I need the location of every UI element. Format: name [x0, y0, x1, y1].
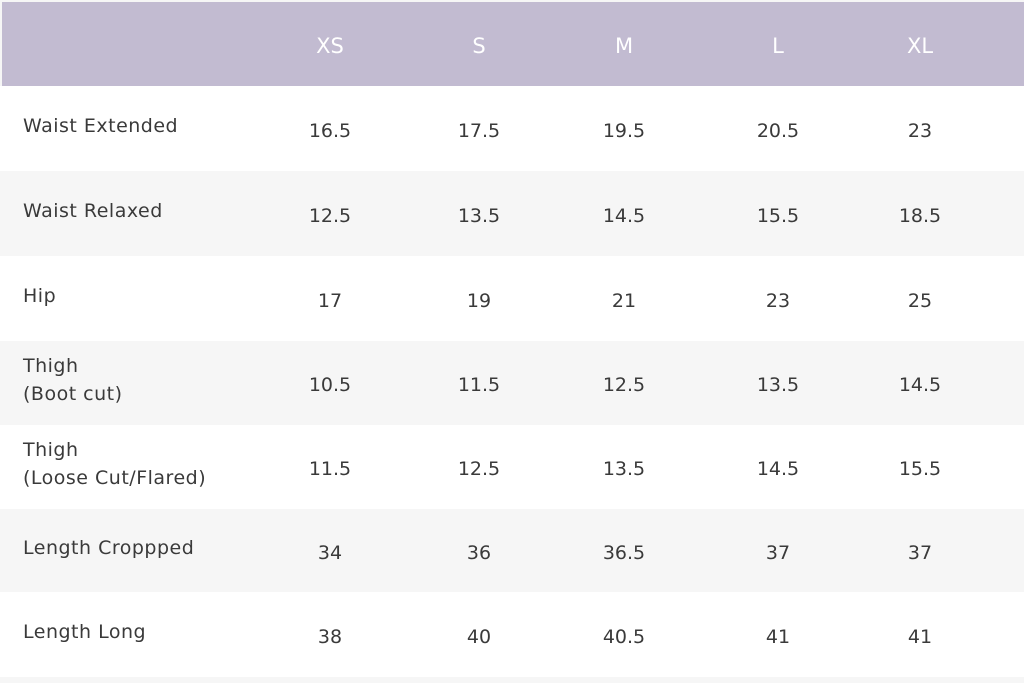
value-cell: 14.5	[898, 374, 942, 396]
value-cell: 23	[907, 119, 933, 142]
value-cell: 12.5	[457, 458, 501, 480]
header-cell: M	[614, 34, 634, 58]
value-cell: 13.5	[457, 204, 501, 227]
label-line: Length Long	[23, 620, 147, 643]
label-line: Thigh	[23, 355, 79, 377]
value-cell: 21	[611, 289, 637, 312]
value-cell: 12.5	[602, 374, 646, 396]
value-cell: 19	[466, 289, 492, 312]
value-cell: 34	[317, 541, 343, 564]
table-row: Length Croppped 34 36 36.5 37 37	[0, 509, 1024, 592]
label-line: (Boot cut)	[23, 383, 123, 405]
table-row: Length Long 38 40 40.5 41 41	[0, 592, 1024, 677]
row-label: Length Long	[23, 618, 146, 646]
table-row: Hip 17 19 21 23 25	[0, 256, 1024, 341]
header-cell: XS	[316, 34, 344, 58]
value-cell: 11.5	[457, 374, 501, 396]
header-cell: S	[472, 34, 486, 58]
value-cell: 14.5	[602, 204, 646, 227]
table-row: Waist Extended 16.5 17.5 19.5 20.5 23	[0, 86, 1024, 171]
table-row: Thigh (Boot cut) 10.5 11.5 12.5 13.5 14.5	[0, 341, 1024, 425]
label-line: Thigh	[23, 439, 79, 461]
value-cell: 13.5	[756, 374, 800, 396]
row-label: Waist Extended	[23, 112, 178, 140]
value-cell: 11.5	[308, 458, 352, 480]
value-cell: 18.5	[898, 204, 942, 227]
value-cell: 37	[907, 541, 933, 564]
value-cell: 10.5	[308, 374, 352, 396]
label-line: (Loose Cut/Flared)	[23, 467, 207, 489]
value-cell: 41	[765, 625, 791, 648]
row-label: Length Croppped	[23, 534, 194, 562]
label-line: Waist Relaxed	[23, 199, 163, 222]
row-label: Thigh (Boot cut)	[23, 352, 123, 408]
value-cell: 36.5	[602, 541, 646, 564]
label-line: Hip	[23, 284, 57, 307]
row-label: Hip	[23, 282, 56, 310]
row-label: Waist Relaxed	[23, 197, 163, 225]
value-cell: 12.5	[308, 204, 352, 227]
value-cell: 14.5	[756, 458, 800, 480]
label-line: Length Croppped	[23, 536, 195, 559]
value-cell: 40	[466, 625, 492, 648]
header-cell: XL	[906, 34, 934, 58]
value-cell: 19.5	[602, 119, 646, 142]
table-row: Waist Relaxed 12.5 13.5 14.5 15.5 18.5	[0, 171, 1024, 256]
value-cell: 15.5	[898, 458, 942, 480]
value-cell: 17	[317, 289, 343, 312]
value-cell: 16.5	[308, 119, 352, 142]
value-cell: 25	[907, 289, 933, 312]
value-cell: 20.5	[756, 119, 800, 142]
value-cell: 40.5	[602, 625, 646, 648]
row-label: Thigh (Loose Cut/Flared)	[23, 436, 206, 492]
value-cell: 36	[466, 541, 492, 564]
header-cell: L	[772, 34, 784, 58]
value-cell: 38	[317, 625, 343, 648]
value-cell: 37	[765, 541, 791, 564]
value-cell: 23	[765, 289, 791, 312]
value-cell: 17.5	[457, 119, 501, 142]
table-row: Thigh (Loose Cut/Flared) 11.5 12.5 13.5 14.5 1…	[0, 425, 1024, 509]
value-cell: 41	[907, 625, 933, 648]
value-cell: 15.5	[756, 204, 800, 227]
label-line: Waist Extended	[23, 114, 179, 137]
value-cell: 13.5	[602, 458, 646, 480]
header-row: XS S M L XL	[2, 2, 1024, 86]
